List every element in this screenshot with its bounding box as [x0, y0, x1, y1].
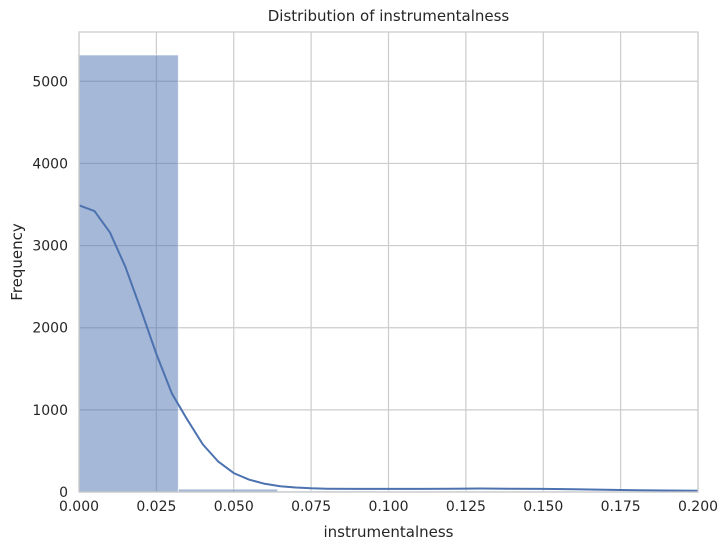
y-tick-label-2: 2000: [32, 321, 68, 337]
y-tick-label-3: 3000: [32, 239, 68, 255]
x-tick-label-5: 0.125: [446, 499, 486, 515]
x-tick-label-3: 0.075: [291, 499, 331, 515]
x-axis-label: instrumentalness: [324, 523, 454, 541]
x-tick-label-8: 0.200: [678, 499, 718, 515]
x-tick-label-1: 0.025: [136, 499, 176, 515]
x-tick-label-7: 0.175: [601, 499, 641, 515]
grid-lines: [78, 32, 699, 493]
kde-curve-group: [78, 204, 699, 492]
y-tick-label-1: 1000: [32, 403, 68, 419]
x-tick-label-0: 0.000: [59, 499, 99, 515]
y-tick-label-4: 4000: [32, 156, 68, 172]
x-tick-label-4: 0.100: [368, 499, 408, 515]
chart-title: Distribution of instrumentalness: [268, 7, 510, 25]
y-tick-label-5: 5000: [32, 74, 68, 90]
kde-line: [78, 204, 699, 492]
x-tick-labels: 0.000 0.025 0.050 0.075 0.100 0.125 0.150 0.175…: [59, 499, 718, 515]
x-tick-label-6: 0.150: [523, 499, 563, 515]
y-tick-labels: 0 1000 2000 3000 4000 5000: [32, 74, 68, 501]
axes-frame: [78, 31, 699, 493]
x-tick-label-2: 0.050: [214, 499, 254, 515]
y-axis-label: Frequency: [8, 223, 26, 301]
y-tick-label-0: 0: [59, 485, 68, 501]
